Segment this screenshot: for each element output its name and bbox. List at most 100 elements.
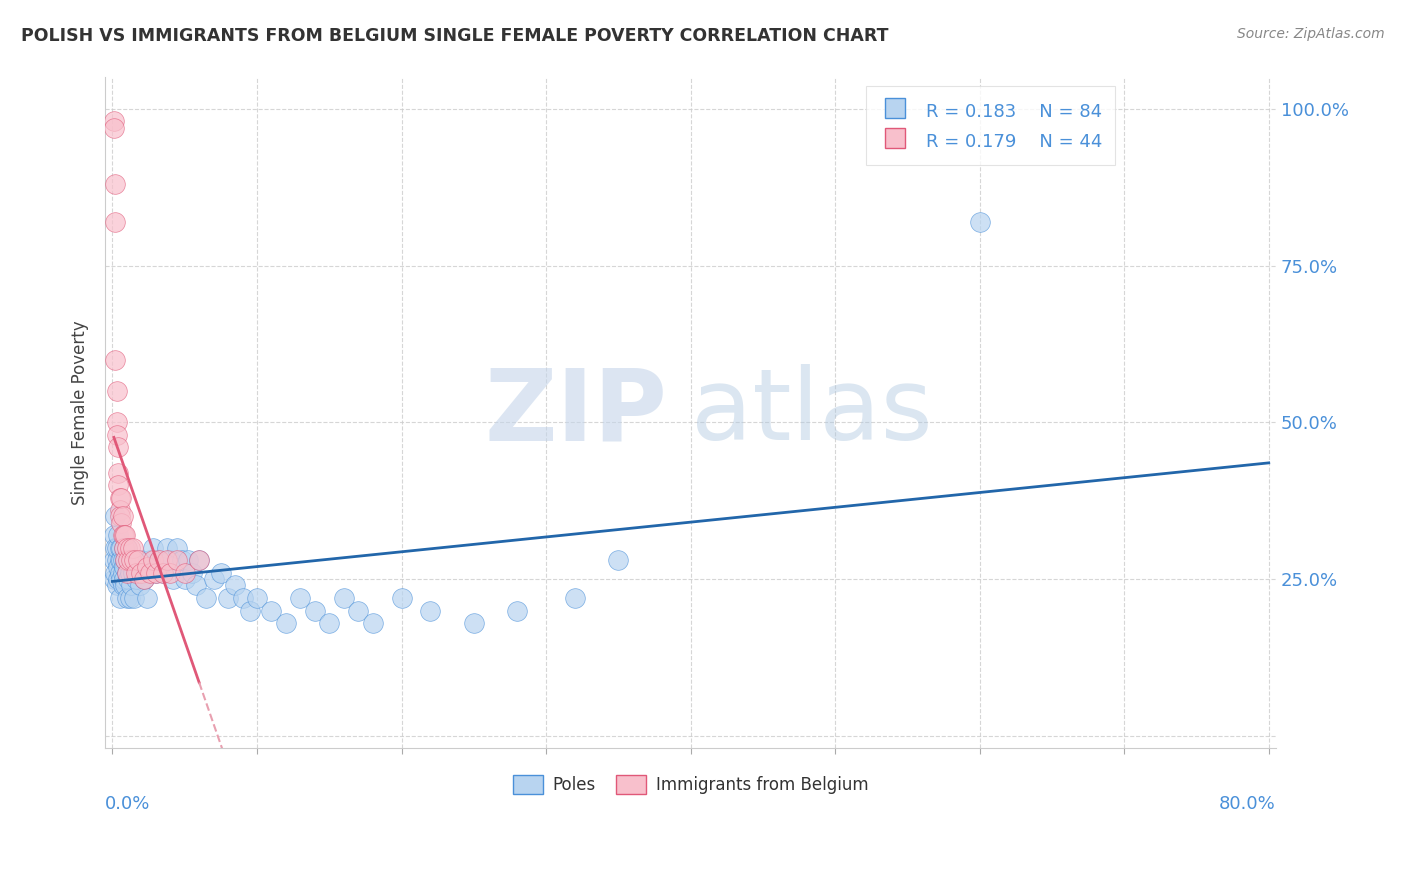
- Point: [112, 572, 135, 586]
- Point: [188, 553, 211, 567]
- Point: [121, 541, 143, 555]
- Point: [142, 541, 165, 555]
- Point: [142, 553, 165, 567]
- Point: [112, 541, 135, 555]
- Point: [274, 615, 297, 630]
- Text: Source: ZipAtlas.com: Source: ZipAtlas.com: [1237, 27, 1385, 41]
- Point: [152, 566, 174, 580]
- Text: 80.0%: 80.0%: [1219, 796, 1277, 814]
- Point: [463, 615, 485, 630]
- Point: [156, 541, 179, 555]
- Point: [136, 591, 159, 605]
- Point: [112, 528, 135, 542]
- Point: [162, 572, 184, 586]
- Point: [118, 566, 141, 580]
- Point: [120, 578, 142, 592]
- Point: [173, 566, 195, 580]
- Y-axis label: Single Female Poverty: Single Female Poverty: [72, 320, 89, 505]
- Point: [110, 541, 132, 555]
- Point: [159, 553, 181, 567]
- Point: [114, 553, 136, 567]
- Point: [104, 215, 127, 229]
- Point: [148, 553, 170, 567]
- Point: [124, 572, 146, 586]
- Point: [120, 553, 142, 567]
- Point: [107, 466, 129, 480]
- Point: [110, 491, 132, 505]
- Point: [105, 578, 128, 592]
- Point: [111, 528, 134, 542]
- Point: [186, 578, 208, 592]
- Point: [136, 559, 159, 574]
- Point: [290, 591, 312, 605]
- Point: [111, 509, 134, 524]
- Point: [115, 541, 138, 555]
- Point: [176, 553, 198, 567]
- Point: [506, 603, 529, 617]
- Point: [361, 615, 384, 630]
- Point: [246, 591, 269, 605]
- Point: [607, 553, 630, 567]
- Point: [969, 215, 991, 229]
- Point: [122, 553, 145, 567]
- Point: [170, 553, 193, 567]
- Point: [120, 553, 142, 567]
- Point: [110, 516, 132, 530]
- Point: [318, 615, 340, 630]
- Point: [131, 553, 153, 567]
- Point: [114, 528, 136, 542]
- Point: [103, 572, 125, 586]
- Point: [131, 566, 153, 580]
- Point: [114, 578, 136, 592]
- Point: [117, 553, 139, 567]
- Point: [103, 120, 125, 135]
- Point: [108, 509, 131, 524]
- Point: [260, 603, 283, 617]
- Point: [117, 553, 139, 567]
- Point: [112, 541, 135, 555]
- Point: [139, 553, 162, 567]
- Point: [105, 384, 128, 398]
- Point: [134, 572, 156, 586]
- Point: [104, 177, 127, 191]
- Point: [156, 553, 179, 567]
- Point: [105, 416, 128, 430]
- Point: [105, 541, 128, 555]
- Point: [159, 566, 181, 580]
- Point: [188, 553, 211, 567]
- Point: [107, 441, 129, 455]
- Point: [122, 553, 145, 567]
- Point: [231, 591, 253, 605]
- Point: [108, 491, 131, 505]
- Point: [145, 566, 167, 580]
- Point: [108, 553, 131, 567]
- Text: POLISH VS IMMIGRANTS FROM BELGIUM SINGLE FEMALE POVERTY CORRELATION CHART: POLISH VS IMMIGRANTS FROM BELGIUM SINGLE…: [21, 27, 889, 45]
- Point: [112, 559, 135, 574]
- Point: [110, 553, 132, 567]
- Point: [564, 591, 586, 605]
- Point: [107, 559, 129, 574]
- Point: [103, 114, 125, 128]
- Point: [152, 566, 174, 580]
- Point: [124, 566, 146, 580]
- Point: [121, 566, 143, 580]
- Point: [115, 541, 138, 555]
- Point: [103, 553, 125, 567]
- Point: [117, 572, 139, 586]
- Point: [148, 553, 170, 567]
- Point: [105, 553, 128, 567]
- Text: atlas: atlas: [690, 365, 932, 461]
- Point: [217, 591, 239, 605]
- Point: [166, 553, 188, 567]
- Point: [108, 503, 131, 517]
- Point: [115, 566, 138, 580]
- Point: [108, 591, 131, 605]
- Point: [105, 428, 128, 442]
- Text: 0.0%: 0.0%: [105, 796, 150, 814]
- Point: [181, 566, 204, 580]
- Point: [108, 541, 131, 555]
- Point: [347, 603, 370, 617]
- Point: [108, 566, 131, 580]
- Point: [145, 566, 167, 580]
- Point: [332, 591, 354, 605]
